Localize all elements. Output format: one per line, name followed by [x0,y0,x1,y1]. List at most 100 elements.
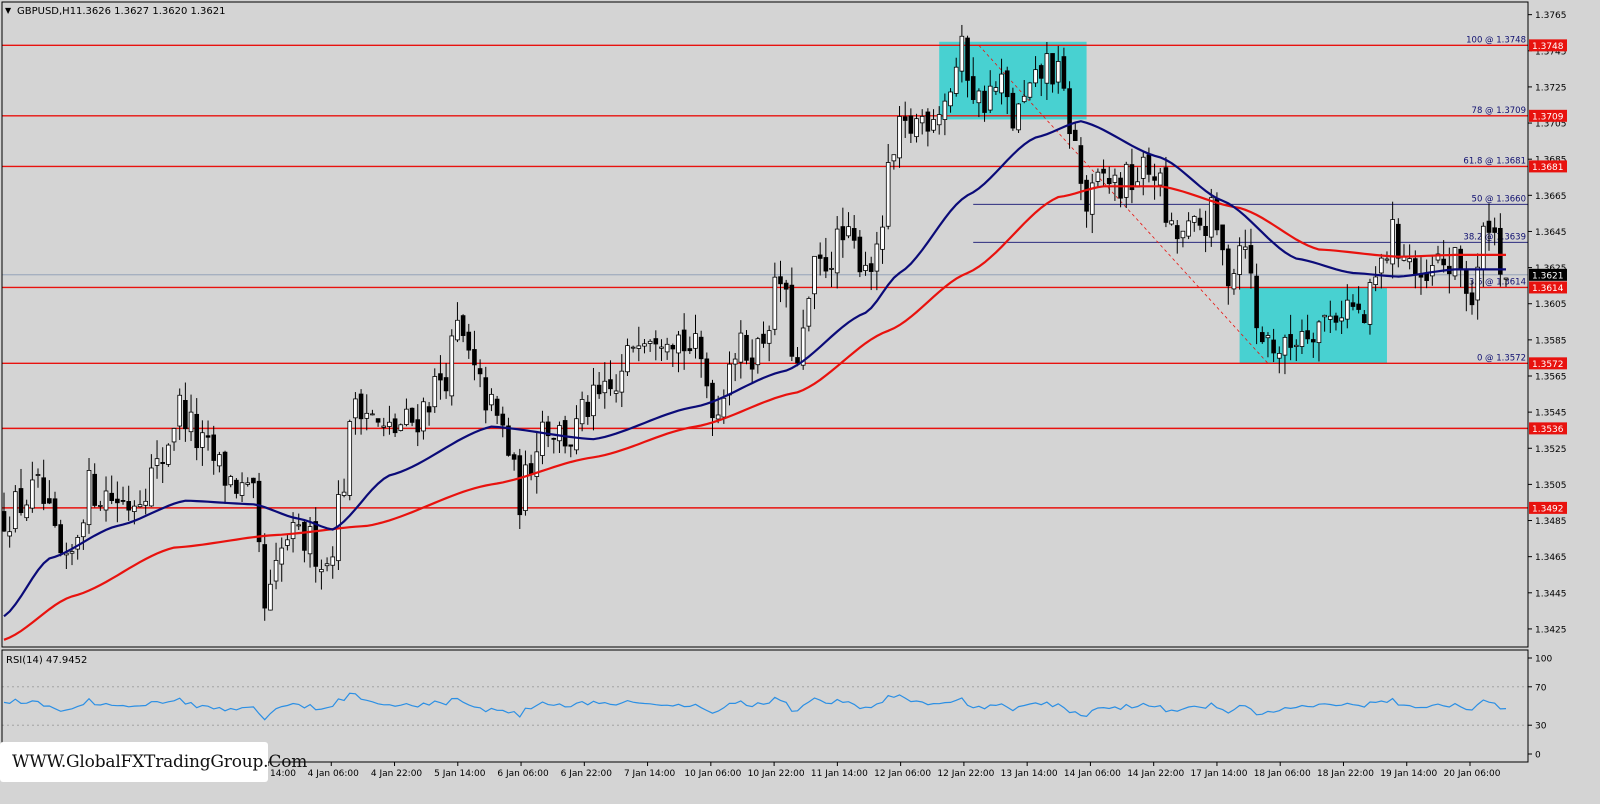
fibonacci-label: 78 @ 1.3709 [1472,106,1526,116]
candle-bull [800,327,806,366]
time-axis-label: 6 Jan 06:00 [497,769,549,779]
candle-bear [494,398,500,416]
moving-average-layer [3,120,1506,641]
candle-bull [1282,336,1288,356]
candle-bull [953,66,959,94]
candle-bear [1050,53,1055,85]
candle-bull [647,340,653,344]
candle-bull [64,552,69,556]
chart-menu-triangle-icon[interactable]: ▼ [5,6,12,15]
candle-bull [1339,317,1344,322]
fibonacci-label: 61.8 @ 1.3681 [1463,156,1526,166]
price-axis-label: 1.3725 [1535,83,1567,93]
candle-bull [81,522,86,538]
candle-bull [279,547,285,565]
candle-bear [1152,176,1157,181]
candle-bull [732,358,738,365]
candle-bull [591,384,596,417]
candle-bull [1180,230,1186,239]
candle-bull [885,162,891,227]
candle-bull [619,370,625,393]
candle-bull [154,458,160,466]
candle-bull [1327,315,1333,320]
candle-bear [375,418,381,423]
symbol-label: GBPUSD,H1 [17,6,76,17]
candle-bull [936,114,942,126]
candle-bear [52,498,58,526]
candle-bear [109,492,114,501]
candle-bear [778,276,783,285]
candle-bull [285,539,290,546]
candle-bear [698,336,704,360]
candle-bull [268,583,273,611]
candle-bull [772,276,778,330]
candle-bull [1123,163,1129,198]
candle-bear [1061,56,1067,89]
price-axis-label: 1.3465 [1535,553,1567,563]
candle-bear [443,377,449,392]
candle-bear [789,284,795,357]
candle-bear [965,37,970,81]
candle-bear [1288,334,1293,348]
candle-bear [1129,164,1135,191]
candle-bear [1225,248,1231,287]
candle-bull [1231,273,1237,290]
candle-bear [1101,168,1106,174]
candle-bull [806,298,812,327]
candle-bear [670,344,676,350]
candle-bull [319,569,324,573]
candle-bull [398,424,404,431]
candle-bear [653,338,659,345]
candle-bull [1237,245,1242,275]
candle-bear [1458,248,1463,270]
candle-bear [1486,220,1492,233]
price-axis-label: 1.3665 [1535,192,1567,202]
candle-bear [358,393,364,420]
level-price-tag [1529,422,1567,435]
candle-bull [1344,299,1350,320]
candle-bear [47,498,52,504]
candle-bull [217,454,222,467]
candle-bear [205,435,211,438]
level-price-tag [1529,39,1567,52]
candle-bull [534,451,540,477]
candle-bull [613,390,619,394]
candle-bull [999,73,1004,94]
candle-bear [438,373,443,381]
candle-bear [262,544,268,609]
candle-bear [1220,224,1225,251]
candle-bull [13,491,18,530]
candle-bear [1333,315,1339,323]
candle-bull [1390,219,1395,265]
candle-bull [897,116,902,159]
candle-bear [409,407,415,423]
candle-bull [98,505,103,507]
watermark: WWW.GlobalFXTradingGroup.Com [0,742,307,782]
time-axis-label: 10 Jan 06:00 [684,769,741,779]
candle-bear [1163,167,1169,223]
candle-bull [30,479,35,509]
level-price-tag-label: 1.3681 [1532,163,1564,173]
candle-bull [307,526,313,555]
candle-bull [693,333,698,349]
candle-bull [1016,103,1021,131]
candle-bull [829,267,834,270]
candle-bear [126,501,131,511]
candle-bear [902,116,908,121]
price-axis-label: 1.3485 [1535,517,1567,527]
candle-bear [908,115,914,134]
candle-bull [171,428,177,443]
candle-bear [1,511,7,532]
current-price-tag [1529,268,1567,281]
candle-bull [1373,276,1378,286]
time-axis: 14:00 4 Jan 06:00 4 Jan 22:00 5 Jan 14:00 6 … [267,762,1501,779]
candle-bear [1356,303,1361,310]
candle-bull [432,376,438,408]
level-price-tag-label: 1.3748 [1532,42,1564,52]
moving-average-slow-line [3,185,1506,641]
candle-bear [92,473,97,506]
candle-bull [1322,314,1327,318]
candle-bull [1367,282,1373,325]
candle-bull [1475,266,1480,301]
candle-bull [602,380,608,394]
